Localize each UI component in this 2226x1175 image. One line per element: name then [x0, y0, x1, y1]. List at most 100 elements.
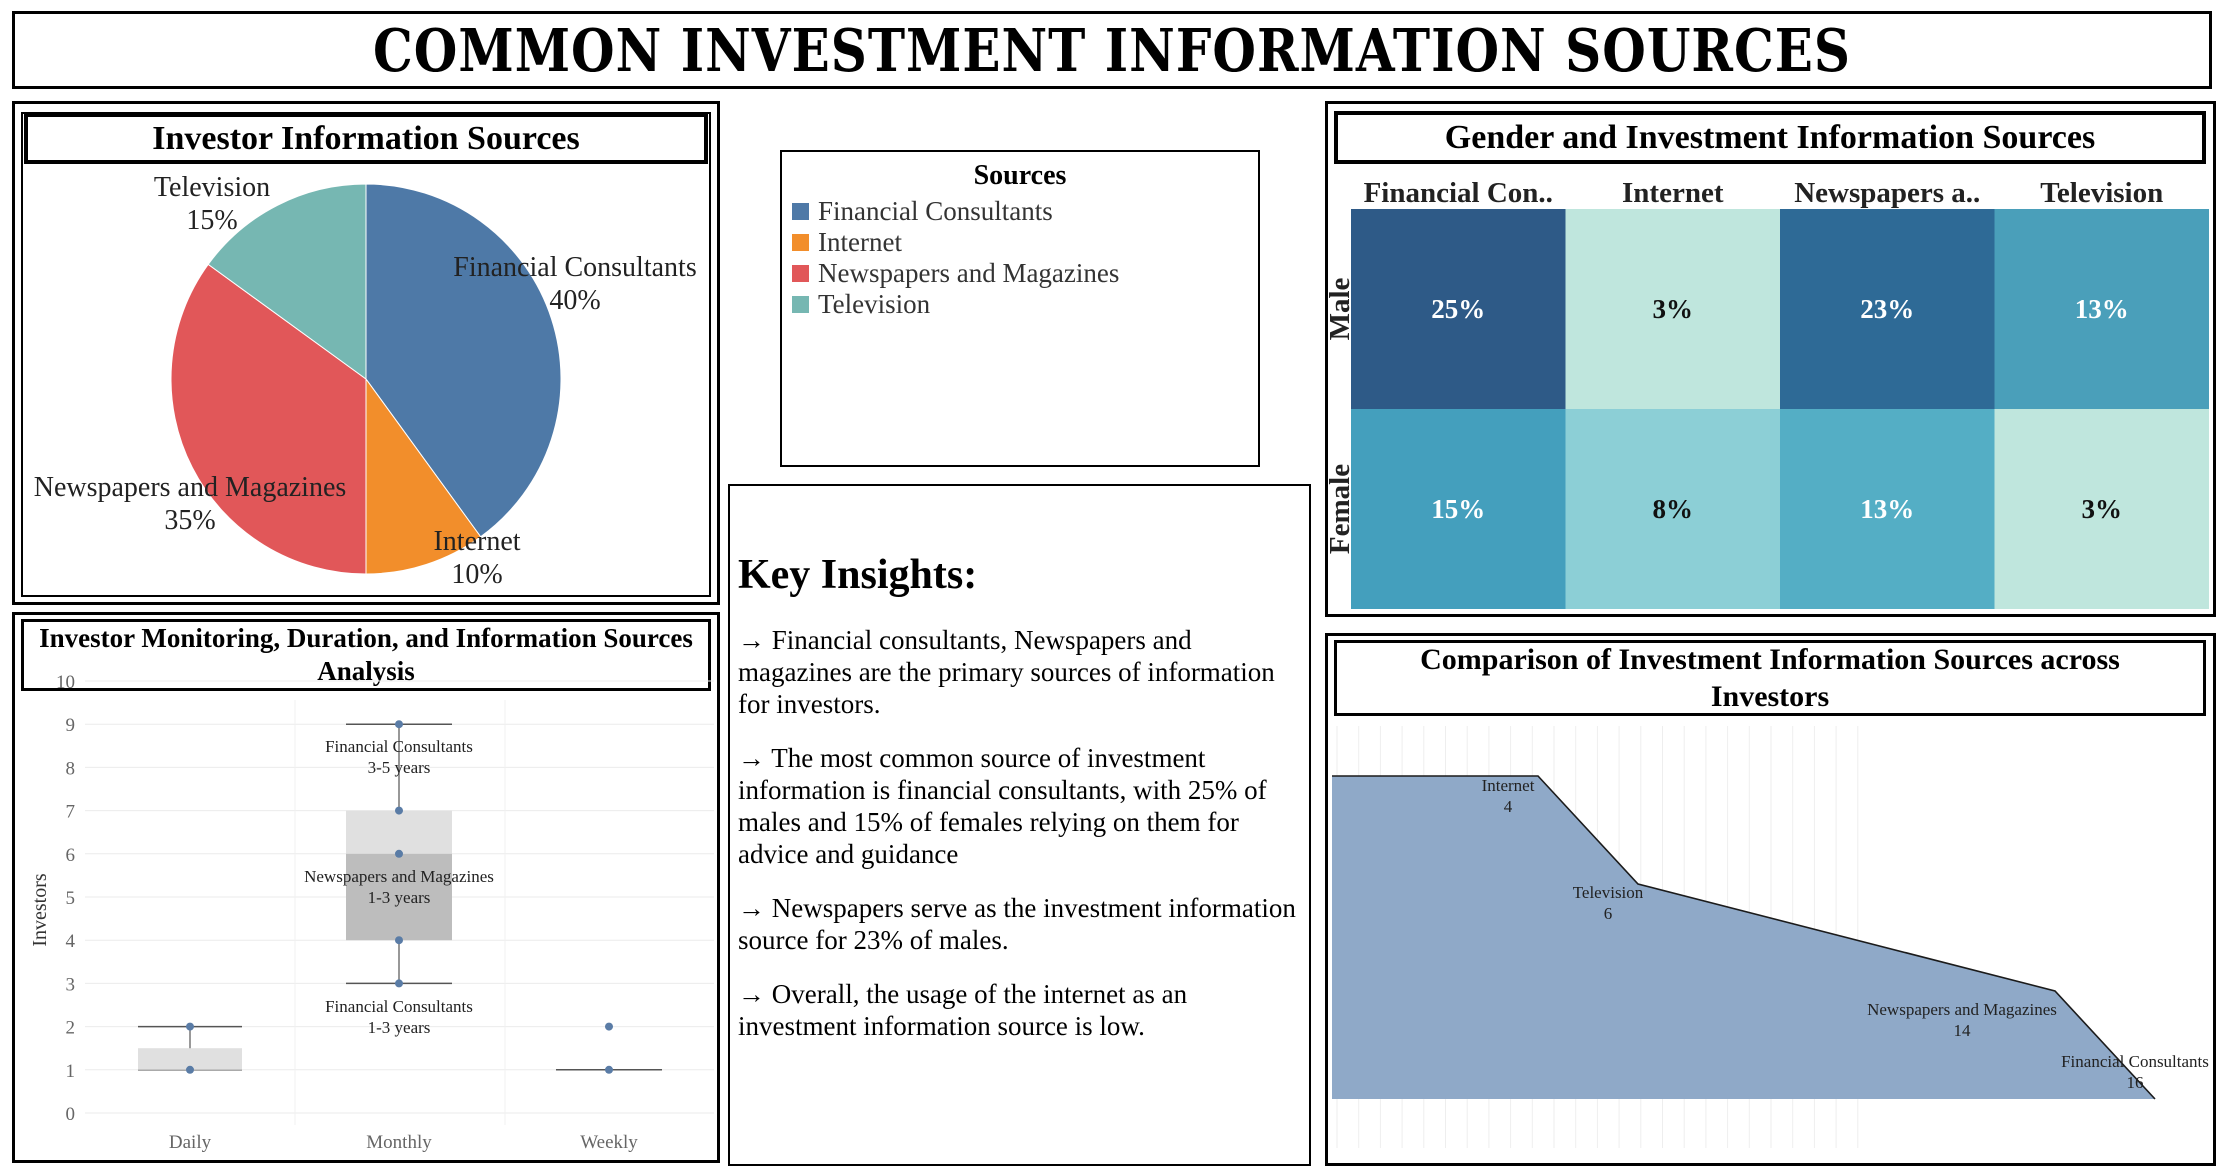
box-annotation-line1: Newspapers and Magazines [304, 867, 494, 886]
area-point-label: Newspapers and Magazines [1867, 1000, 2057, 1019]
pie-slice-internet[interactable] [365, 377, 482, 575]
x-tick-label: Weekly [580, 1132, 638, 1153]
page-title: COMMON INVESTMENT INFORMATION SOURCES [373, 15, 1851, 85]
box-point[interactable] [605, 1022, 613, 1031]
heatmap-cell[interactable] [1565, 409, 1781, 609]
y-tick-label: 0 [66, 1104, 76, 1125]
box-point[interactable] [186, 1022, 194, 1031]
box-annotation-line1: Financial Consultants [325, 737, 473, 756]
pie-slice-television[interactable] [207, 183, 367, 380]
legend-swatch [792, 296, 809, 313]
heatmap-cell[interactable] [1780, 409, 1995, 609]
pie-value-television: 15% [186, 205, 237, 236]
box-lower-daily[interactable] [138, 1048, 242, 1070]
box-point[interactable] [395, 936, 403, 945]
page-title-box: COMMON INVESTMENT INFORMATION SOURCES [12, 11, 2212, 89]
legend-item-financial-consultants[interactable]: Financial Consultants [792, 196, 1258, 227]
heatmap-cell[interactable] [1994, 209, 2210, 409]
y-tick-label: 9 [66, 715, 76, 736]
box-annotation-line1: Financial Consultants [325, 997, 473, 1016]
y-tick-label: 8 [66, 758, 76, 779]
y-axis-label: Investors [29, 873, 51, 947]
legend-label: Financial Consultants [818, 196, 1053, 226]
heatmap-cell-value: 13% [2075, 294, 2129, 324]
insights-panel: Key Insights: → Financial consultants, N… [728, 484, 1311, 1166]
heatmap-title-box: Gender and Investment Information Source… [1334, 111, 2206, 164]
heatmap-cell[interactable] [1994, 409, 2210, 609]
pie-label-newspapers-and-magazines: Newspapers and Magazines [34, 472, 347, 503]
legend-panel: Sources Financial Consultants Internet New… [780, 150, 1260, 467]
area-line [1332, 775, 2156, 1100]
pie-value-internet: 10% [451, 559, 502, 590]
area-point-value: 6 [1604, 904, 1613, 923]
insights-heading: Key Insights: [738, 552, 978, 598]
y-tick-label: 6 [66, 845, 76, 866]
heatmap-cell[interactable] [1565, 209, 1781, 409]
area-point-label: Internet [1482, 776, 1535, 795]
insight-2: → The most common source of investment i… [738, 743, 1267, 869]
legend-swatch [792, 234, 809, 251]
y-tick-label: 7 [66, 802, 76, 823]
pie-value-newspapers-and-magazines: 35% [164, 505, 215, 536]
pie-slice-newspapers-and-magazines[interactable] [170, 263, 367, 575]
insight-3: → Newspapers serve as the investment inf… [738, 893, 1296, 955]
pie-slice-financial-consultants[interactable] [365, 183, 562, 538]
y-tick-label: 3 [66, 974, 76, 995]
pie-label-television: Television [154, 172, 270, 203]
legend-label: Newspapers and Magazines [818, 258, 1120, 288]
x-tick-label: Daily [169, 1132, 212, 1153]
area-chart: Internet 4 Television 6 Newspapers and Magaz… [1332, 726, 2209, 1148]
box-annotation-line2: 3-5 years [368, 758, 431, 777]
legend-item-internet[interactable]: Internet [792, 227, 1258, 258]
area-point-value: 14 [1954, 1021, 1972, 1040]
box-lower-monthly[interactable] [346, 853, 452, 941]
heatmap-chart: Financial Con.. Internet Newspapers a.. Tel… [1325, 177, 2210, 609]
pie-label-internet: Internet [433, 526, 520, 557]
box-point[interactable] [395, 849, 403, 858]
box-annotation-line2: 1-3 years [368, 888, 431, 907]
heatmap-col-header: Television [2040, 177, 2163, 209]
box-point[interactable] [395, 806, 403, 815]
legend-item-television[interactable]: Television [792, 289, 1258, 320]
legend-swatch [792, 265, 809, 282]
y-tick-label: 2 [66, 1018, 76, 1039]
heatmap-title: Gender and Investment Information Source… [1444, 118, 2096, 156]
x-tick-label: Monthly [366, 1132, 432, 1153]
pie-label-financial-consultants: Financial Consultants [453, 252, 696, 283]
heatmap-col-header: Internet [1622, 177, 1724, 209]
heatmap-cell[interactable] [1351, 209, 1566, 409]
area-point-label: Financial Consultants [2061, 1052, 2209, 1071]
legend-label: Television [818, 289, 931, 319]
pie-title-box: Investor Information Sources [24, 113, 708, 164]
heatmap-cell-value: 23% [1860, 294, 1914, 324]
legend-swatch [792, 203, 809, 220]
heatmap-cell-value: 15% [1431, 494, 1485, 524]
heatmap-cell-value: 8% [1653, 494, 1694, 524]
legend-item-newspapers-and-magazines[interactable]: Newspapers and Magazines [792, 258, 1258, 289]
area-title: Comparison of Investment Information Sou… [1420, 643, 2120, 713]
box-point[interactable] [395, 979, 403, 988]
box-upper-monthly[interactable] [346, 810, 452, 854]
box-annotation-line2: 1-3 years [368, 1018, 431, 1037]
y-tick-label: 4 [66, 931, 76, 952]
box-point[interactable] [186, 1065, 194, 1074]
y-tick-label: 5 [66, 888, 76, 909]
heatmap-col-header: Newspapers a.. [1794, 177, 1980, 209]
heatmap-cell[interactable] [1351, 409, 1566, 609]
box-point[interactable] [395, 720, 403, 729]
y-tick-label: 10 [56, 672, 75, 693]
boxplot-chart: Financial Consultants 3-5 years Newspapers… [29, 672, 714, 1153]
pie-value-financial-consultants: 40% [549, 285, 600, 316]
heatmap-cell-value: 3% [2082, 494, 2123, 524]
heatmap-cell[interactable] [1780, 209, 1995, 409]
legend-label: Internet [818, 227, 902, 257]
heatmap-cell-value: 13% [1860, 494, 1914, 524]
area-fill[interactable] [1332, 776, 2155, 1099]
insight-1: → Financial consultants, Newspapers and … [738, 625, 1275, 719]
box-point[interactable] [605, 1065, 613, 1074]
heatmap-cell-value: 25% [1431, 294, 1485, 324]
legend-title: Sources [973, 160, 1067, 191]
pie-title: Investor Information Sources [152, 119, 580, 157]
area-point-label: Television [1573, 883, 1644, 902]
